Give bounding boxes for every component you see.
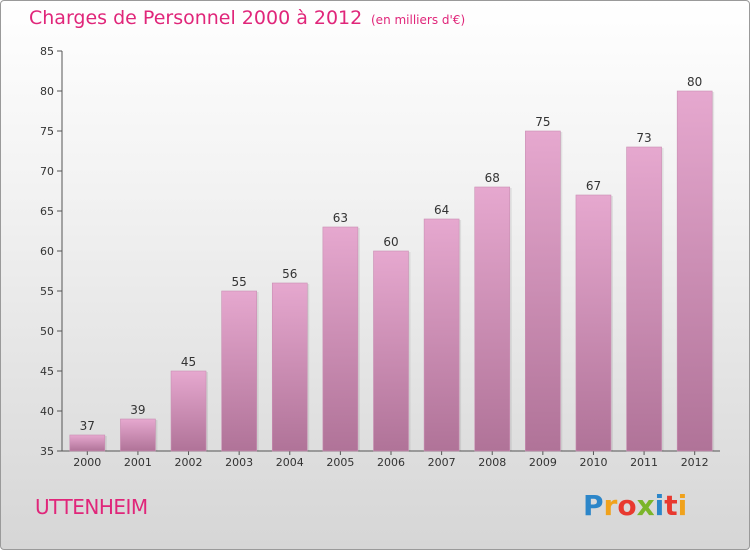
bar bbox=[525, 130, 561, 452]
y-tick-label: 35 bbox=[40, 445, 54, 458]
bar-value-label: 55 bbox=[232, 275, 247, 289]
logo-letter: x bbox=[636, 489, 655, 522]
x-tick-label: 2011 bbox=[630, 456, 658, 469]
proxiti-logo[interactable]: Proxiti bbox=[583, 489, 687, 522]
y-tick-label: 80 bbox=[40, 85, 54, 98]
y-tick-label: 70 bbox=[40, 165, 54, 178]
bar bbox=[120, 418, 156, 452]
bar bbox=[322, 226, 359, 452]
bar-value-label: 63 bbox=[333, 211, 348, 225]
x-tick-label: 2002 bbox=[175, 456, 203, 469]
logo-letter: r bbox=[603, 489, 618, 522]
bar bbox=[271, 282, 308, 452]
bar bbox=[423, 218, 460, 452]
bar bbox=[575, 194, 612, 452]
y-tick-label: 45 bbox=[40, 365, 54, 378]
logo-letter: t bbox=[664, 489, 678, 522]
bar-value-label: 67 bbox=[586, 179, 601, 193]
x-tick-label: 2008 bbox=[478, 456, 506, 469]
y-tick-label: 55 bbox=[40, 285, 54, 298]
y-tick-label: 85 bbox=[40, 45, 54, 58]
bar-value-label: 73 bbox=[636, 131, 651, 145]
x-tick-label: 2006 bbox=[377, 456, 405, 469]
x-tick-label: 2012 bbox=[681, 456, 709, 469]
logo-letter: i bbox=[654, 489, 665, 522]
bar-value-label: 75 bbox=[535, 115, 550, 129]
x-tick-label: 2001 bbox=[124, 456, 152, 469]
bar bbox=[170, 370, 207, 452]
bar-value-label: 80 bbox=[687, 75, 702, 89]
x-tick-label: 2007 bbox=[428, 456, 456, 469]
commune-name: UTTENHEIM bbox=[35, 495, 148, 519]
bar bbox=[626, 146, 662, 452]
logo-letter: i bbox=[677, 489, 688, 522]
x-tick-label: 2000 bbox=[73, 456, 101, 469]
logo-letter: P bbox=[583, 489, 604, 522]
x-tick-label: 2010 bbox=[579, 456, 607, 469]
bar bbox=[373, 250, 409, 452]
y-tick-label: 40 bbox=[40, 405, 54, 418]
y-tick-label: 65 bbox=[40, 205, 54, 218]
y-tick-label: 50 bbox=[40, 325, 54, 338]
bar-value-label: 64 bbox=[434, 203, 449, 217]
bar-value-label: 56 bbox=[282, 267, 297, 281]
bar-value-label: 68 bbox=[485, 171, 500, 185]
x-tick-label: 2004 bbox=[276, 456, 304, 469]
x-tick-label: 2005 bbox=[326, 456, 354, 469]
chart-subtitle: (en milliers d'€) bbox=[371, 13, 466, 27]
x-tick-label: 2003 bbox=[225, 456, 253, 469]
bar-value-label: 45 bbox=[181, 355, 196, 369]
bar-value-label: 60 bbox=[383, 235, 398, 249]
bar-value-label: 37 bbox=[80, 419, 95, 433]
bar-value-label: 39 bbox=[130, 403, 145, 417]
x-tick-label: 2009 bbox=[529, 456, 557, 469]
y-tick-label: 60 bbox=[40, 245, 54, 258]
bar bbox=[69, 434, 106, 452]
bar bbox=[676, 90, 713, 452]
logo-letter: o bbox=[617, 489, 637, 522]
y-tick-label: 75 bbox=[40, 125, 54, 138]
bar bbox=[474, 186, 511, 452]
chart-title: Charges de Personnel 2000 à 2012 bbox=[29, 7, 363, 29]
bar bbox=[221, 290, 257, 452]
